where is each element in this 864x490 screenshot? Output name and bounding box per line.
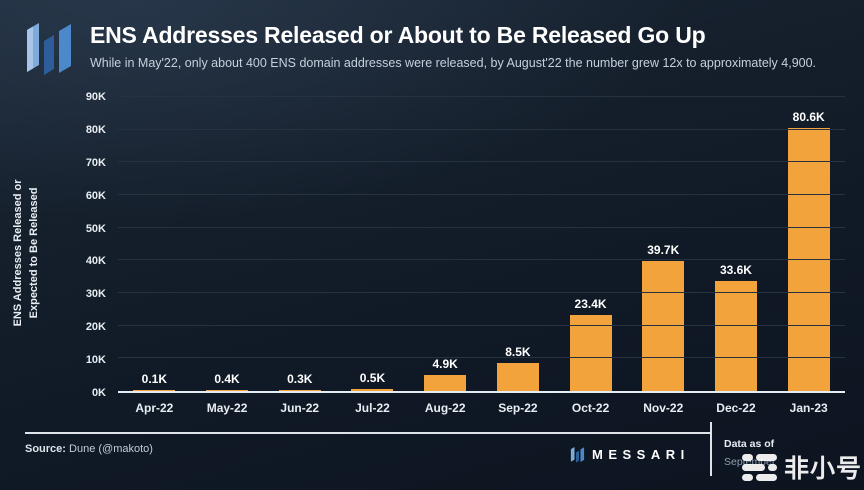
bar-column: 0.4K — [191, 97, 264, 391]
bar — [569, 314, 612, 391]
y-tick-label: 40K — [85, 255, 106, 268]
bar — [351, 389, 394, 391]
bar-value-label: 0.4K — [214, 371, 240, 386]
source-text: Source: Dune (@makoto) — [25, 443, 153, 455]
gridline — [118, 96, 845, 97]
header: ENS Addresses Released or About to Be Re… — [24, 20, 816, 76]
bar-value-label: 33.6K — [719, 263, 752, 278]
header-text: ENS Addresses Released or About to Be Re… — [90, 20, 816, 70]
x-tick-label: Jul-22 — [355, 401, 390, 415]
page-subtitle: While in May'22, only about 400 ENS doma… — [90, 56, 817, 70]
footer-divider-line — [710, 422, 712, 476]
data-as-of-label: Data as of — [724, 438, 775, 450]
source-label: Source: — [25, 443, 66, 455]
gridline — [118, 292, 845, 293]
y-tick-label: 10K — [85, 354, 106, 367]
y-tick-label: 0K — [91, 387, 106, 399]
source-value: Dune (@makoto) — [65, 443, 153, 455]
watermark-text: 非小号 — [783, 455, 862, 483]
gridline — [118, 324, 845, 326]
bar-column: 0.3K — [263, 97, 336, 391]
y-tick-label: 80K — [85, 123, 106, 136]
gridline — [118, 357, 845, 359]
x-axis-labels: Apr-22 May-22 Jun-22 Jul-22 Aug-22 Sep-22 Oct-… — [118, 401, 845, 415]
y-tick-label: 20K — [85, 321, 106, 334]
gridline — [118, 194, 845, 195]
bar-column: 39.7K — [627, 97, 700, 391]
x-tick-label: Aug-22 — [424, 401, 466, 415]
gridline — [118, 161, 845, 163]
bar — [278, 390, 321, 391]
bar-value-label: 39.7K — [647, 243, 680, 258]
x-tick-label: Jan-23 — [789, 401, 828, 415]
x-tick-label: Nov-22 — [643, 401, 684, 415]
bar — [496, 363, 539, 391]
bar-column: 0.1K — [118, 97, 191, 391]
gridline — [118, 259, 845, 261]
bar — [424, 375, 467, 391]
x-tick-label: Sep-22 — [498, 401, 538, 415]
y-tick-label: 90K — [85, 91, 106, 103]
y-tick-label: 70K — [85, 156, 106, 169]
messari-wordmark: MESSARI — [570, 446, 690, 463]
bar-column: 4.9K — [409, 97, 482, 391]
plot-area: 0.1K 0.4K 0.3K 0.5K 4.9K 8.5K 23.4K 39.7K 33.6K 8… — [118, 96, 845, 393]
bar-value-label: 0.5K — [359, 371, 386, 386]
y-tick-label: 30K — [85, 288, 106, 301]
x-tick-label: May-22 — [206, 401, 248, 415]
bar-value-label: 4.9K — [432, 357, 458, 371]
y-tick-label: 60K — [85, 189, 106, 202]
messari-logo-icon — [27, 23, 71, 75]
x-tick-label: Jun-22 — [280, 401, 320, 415]
messari-icon — [570, 447, 585, 463]
bar-series: 0.1K 0.4K 0.3K 0.5K 4.9K 8.5K 23.4K 39.7K 33.6K 8… — [118, 97, 845, 391]
y-axis-ticks: 0K 10K 20K 30K 40K 50K 60K 70K 80K 90K — [0, 91, 106, 399]
bar-column: 80.6K — [772, 97, 845, 391]
bar — [206, 389, 249, 391]
bar-value-label: 8.5K — [505, 345, 531, 360]
watermark-logo-icon — [741, 453, 777, 481]
bar — [714, 281, 757, 391]
watermark: 非小号 — [741, 449, 862, 485]
bar — [133, 390, 176, 391]
x-tick-label: Oct-22 — [571, 401, 610, 415]
bar-value-label: 0.3K — [287, 372, 313, 386]
y-tick-label: 50K — [85, 222, 106, 235]
bar-value-label: 0.1K — [141, 372, 168, 386]
page-title: ENS Addresses Released or About to Be Re… — [90, 22, 706, 48]
bar-column: 0.5K — [336, 97, 409, 391]
bar-column: 8.5K — [482, 97, 555, 391]
bar-value-label: 80.6K — [792, 109, 825, 124]
gridline — [118, 226, 845, 228]
bar-value-label: 23.4K — [574, 296, 607, 311]
bar-column: 33.6K — [700, 97, 773, 391]
x-tick-label: Dec-22 — [716, 401, 756, 415]
x-tick-label: Apr-22 — [135, 401, 174, 415]
bar — [642, 261, 685, 391]
messari-brand-name: MESSARI — [592, 447, 690, 462]
footer-separator-line — [25, 432, 710, 434]
gridline — [118, 128, 845, 130]
bar-column: 23.4K — [554, 97, 627, 391]
